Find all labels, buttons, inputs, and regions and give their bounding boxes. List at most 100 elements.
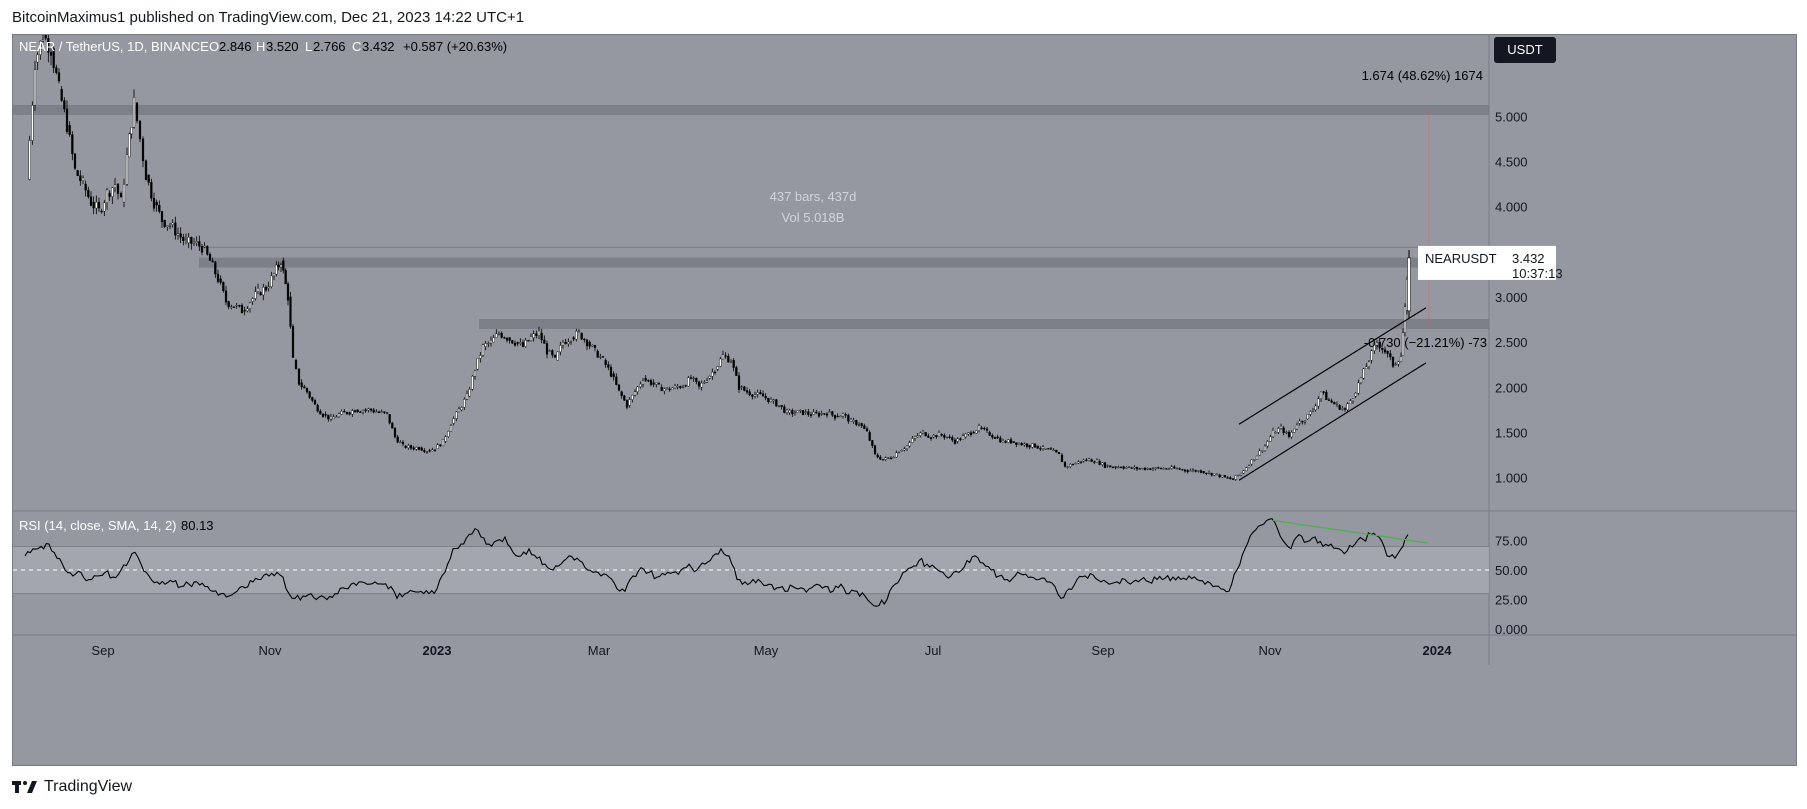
candle-body xyxy=(436,444,439,449)
candle-body xyxy=(144,160,148,181)
candle-body xyxy=(756,392,759,395)
candle-body xyxy=(1303,421,1307,423)
rsi-indicator: 75.00 50.00 25.00 0.000 xyxy=(13,518,1528,637)
candle-body xyxy=(868,432,871,441)
candle-body xyxy=(1202,471,1205,474)
candle-body xyxy=(1049,448,1053,450)
footer-brand-name: TradingView xyxy=(44,778,133,795)
candle-body xyxy=(125,154,129,185)
candle-body xyxy=(335,416,338,418)
candle-body xyxy=(991,435,994,438)
candle-body xyxy=(975,430,978,434)
price-label-value: 3.432 xyxy=(1512,251,1545,266)
candle-body xyxy=(300,382,303,387)
candle-body xyxy=(1301,420,1304,423)
candle-body xyxy=(138,120,142,140)
currency-button[interactable] xyxy=(1494,37,1556,63)
candle-body xyxy=(916,435,919,438)
candle-body xyxy=(804,411,807,413)
price-label-symbol: NEARUSDT xyxy=(1425,251,1497,266)
candle-body xyxy=(385,412,389,414)
candle-body xyxy=(353,410,357,413)
candle-body xyxy=(721,354,725,360)
candle-body xyxy=(166,225,169,227)
candle-body xyxy=(671,387,674,390)
candle-body xyxy=(1362,368,1365,379)
ohlc-open-label: O xyxy=(209,39,219,54)
candle-body xyxy=(1141,467,1144,470)
chart-canvas[interactable]: 5.000 4.500 4.000 3.000 2.500 2.000 1.500 1.000… xyxy=(13,28,1796,765)
candle-body xyxy=(1378,341,1381,349)
candle-body xyxy=(286,283,290,301)
candle-body xyxy=(195,241,198,243)
price-tick-label: 2.000 xyxy=(1495,380,1528,395)
candle-body xyxy=(545,343,549,355)
footer-brand[interactable]: TradingView xyxy=(12,778,132,796)
candle-body xyxy=(903,448,906,451)
candle-body xyxy=(1017,442,1021,445)
candle-body xyxy=(1103,462,1107,468)
candle-body xyxy=(1087,458,1091,461)
candle-body xyxy=(1290,432,1293,438)
price-label-countdown: 10:37:13 xyxy=(1512,266,1563,281)
candle-body xyxy=(713,371,717,374)
candle-body xyxy=(612,373,615,378)
candle-body xyxy=(176,233,180,236)
candle-body xyxy=(447,431,450,437)
candle-body xyxy=(396,436,399,443)
candle-body xyxy=(665,387,669,389)
time-axis-ticks: Sep Nov 2023 Mar May Jul Sep Nov 2024 xyxy=(91,643,1452,658)
candle-body xyxy=(1373,345,1376,351)
candle-body xyxy=(633,391,637,396)
candle-body xyxy=(1085,459,1088,462)
candle-body xyxy=(625,400,629,408)
time-tick-label: 2023 xyxy=(423,643,452,658)
candle-body xyxy=(1146,468,1149,470)
candle-body xyxy=(198,241,201,247)
candle-body xyxy=(607,364,610,368)
candle-body xyxy=(211,260,214,263)
candle-body xyxy=(452,418,455,424)
candle-body xyxy=(264,287,268,291)
candle-body xyxy=(513,342,517,346)
candle-body xyxy=(703,382,706,384)
candle-body xyxy=(932,435,935,438)
candle-body xyxy=(593,345,597,348)
ohlc-close-label: C xyxy=(352,39,361,54)
candle-body xyxy=(785,409,789,413)
candle-body xyxy=(1090,459,1093,462)
candle-body xyxy=(948,436,951,438)
chart-area[interactable]: 5.000 4.500 4.000 3.000 2.500 2.000 1.500 1.000… xyxy=(12,28,1797,766)
candle-body xyxy=(817,412,821,417)
candle-body xyxy=(471,376,474,390)
candle-body xyxy=(668,388,671,391)
candle-body xyxy=(663,388,666,392)
price-scale-ticks: 5.000 4.500 4.000 3.000 2.500 2.000 1.500 1.000 xyxy=(1495,109,1528,485)
candle-body xyxy=(1231,478,1235,480)
candle-body xyxy=(1269,436,1272,442)
candle-body xyxy=(988,432,991,436)
candle-body xyxy=(119,193,123,198)
candle-body xyxy=(1101,462,1104,465)
candle-body xyxy=(262,287,265,296)
candle-body xyxy=(409,445,413,449)
candle-body xyxy=(1309,411,1312,415)
candle-body xyxy=(1282,427,1285,433)
candle-body xyxy=(729,361,733,363)
candle-body xyxy=(132,97,136,128)
candle-body xyxy=(1066,466,1069,468)
candle-body xyxy=(1242,470,1245,474)
ascending-channel[interactable] xyxy=(1238,307,1427,481)
candle-body xyxy=(537,330,541,336)
candle-body xyxy=(641,380,645,385)
candle-body xyxy=(559,345,562,353)
candle-body xyxy=(412,447,415,450)
candle-body xyxy=(95,202,98,209)
candle-body xyxy=(516,341,519,344)
candle-body xyxy=(192,241,196,244)
candle-body xyxy=(735,367,738,376)
candle-body xyxy=(81,177,85,181)
candle-body xyxy=(68,125,71,135)
rsi-tick-label: 0.000 xyxy=(1495,622,1528,637)
candle-body xyxy=(884,457,887,460)
